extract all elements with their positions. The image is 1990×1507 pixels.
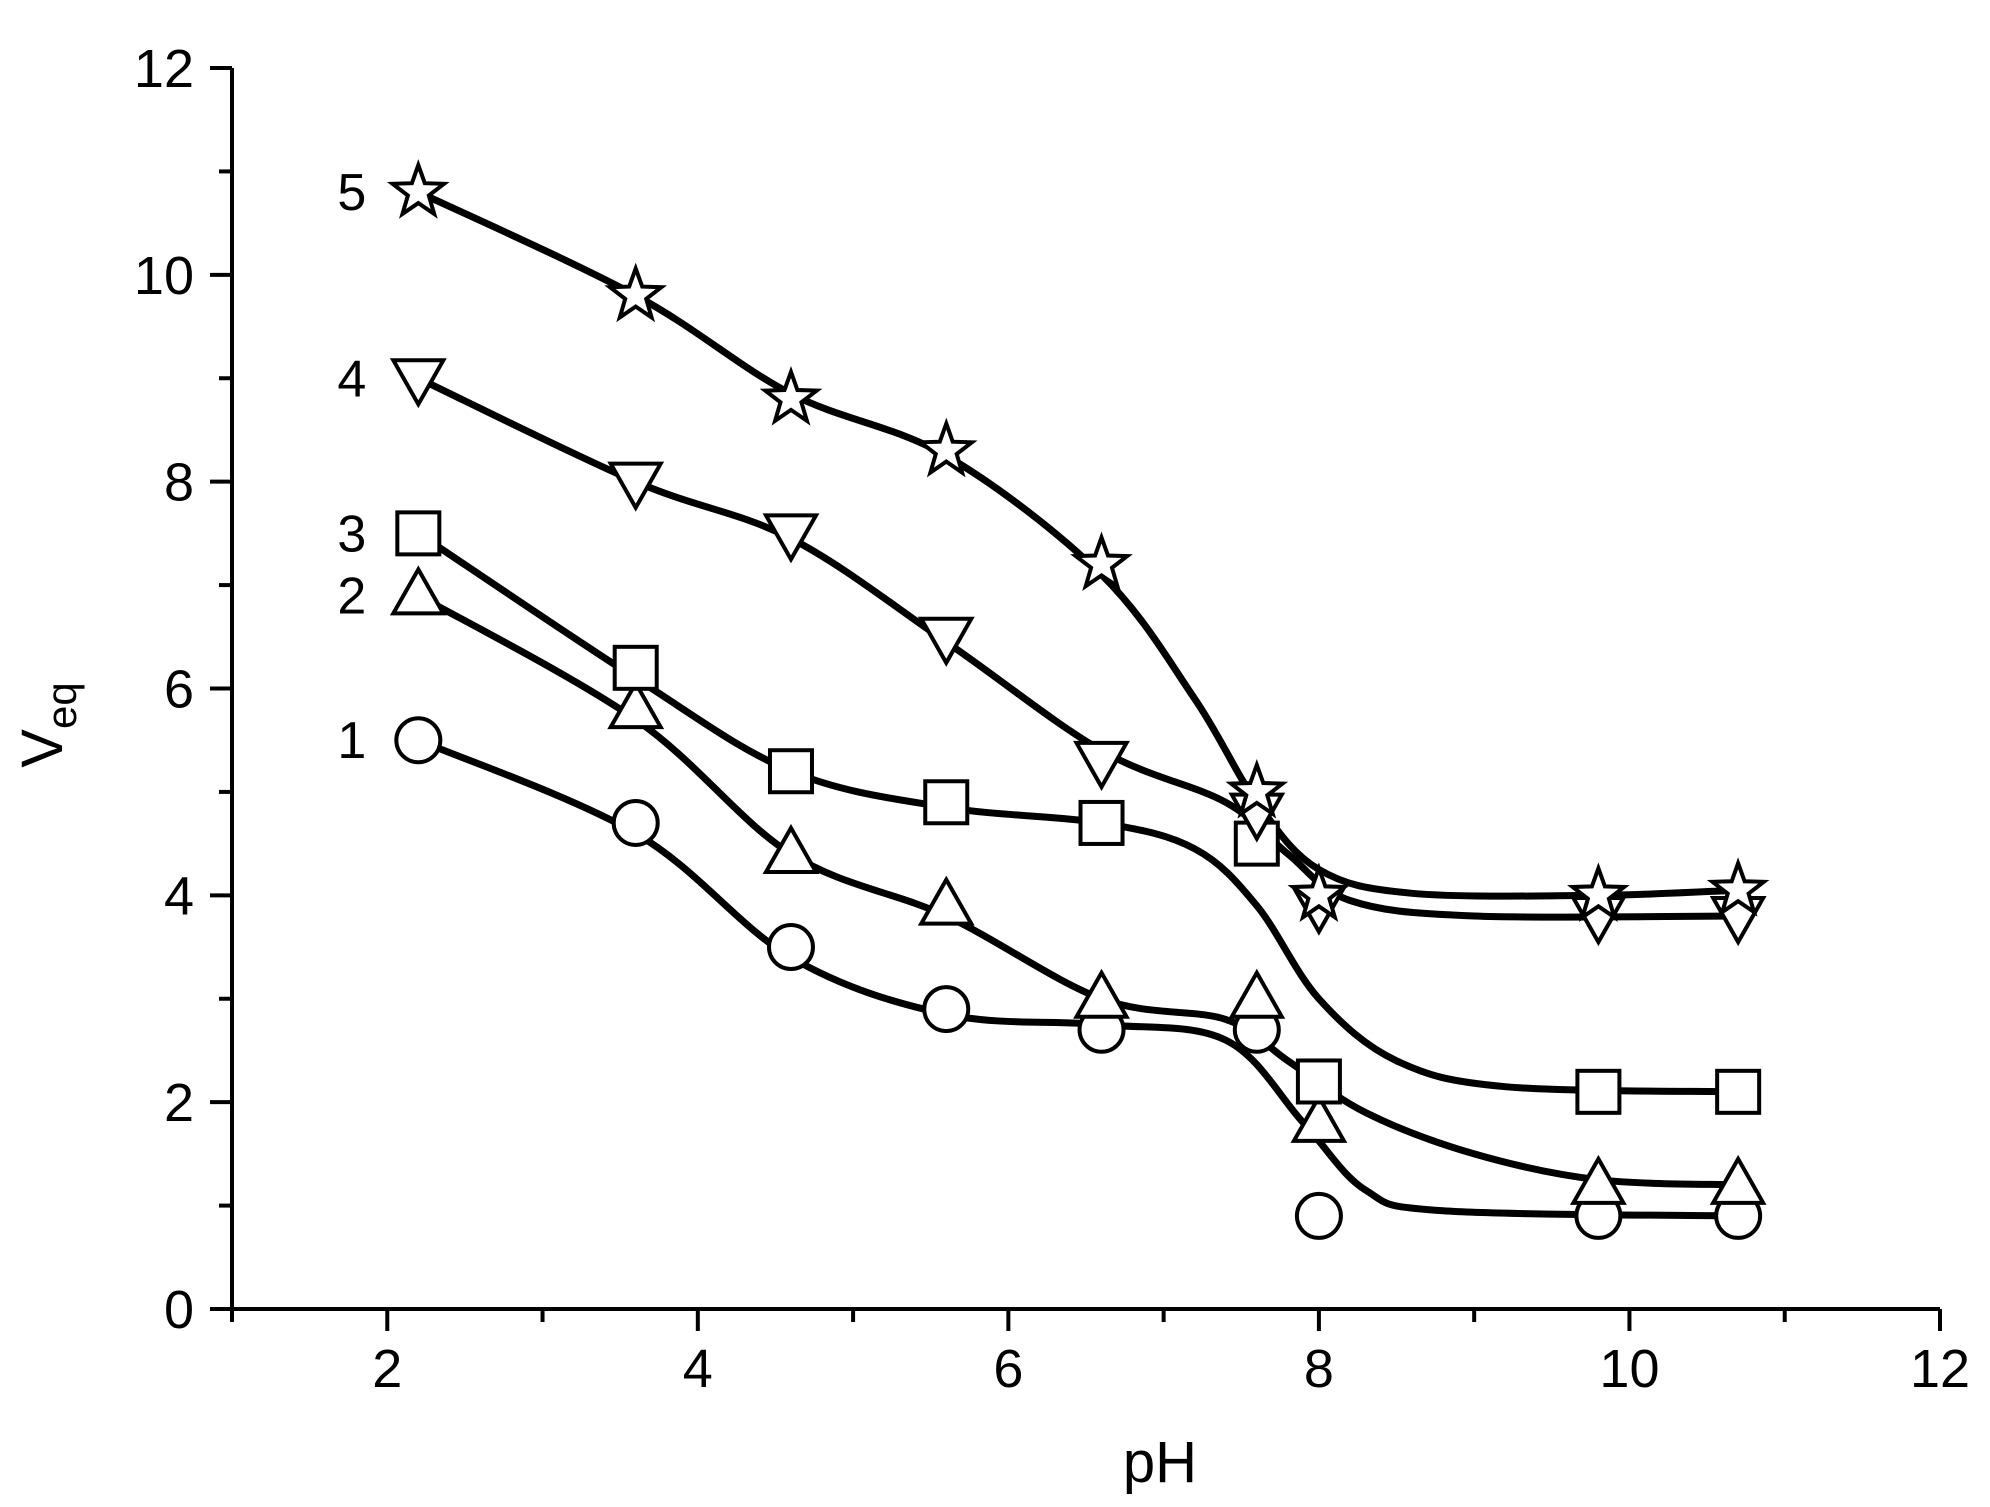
series-3-point — [1715, 1068, 1762, 1115]
x-tick-label: 6 — [993, 1339, 1023, 1399]
series-5-point — [1225, 758, 1289, 819]
x-tick-label: 12 — [1910, 1339, 1970, 1399]
series-2-label: 2 — [337, 567, 366, 625]
data-markers — [386, 159, 1770, 1240]
series-3-point — [923, 779, 970, 826]
axes — [230, 68, 1940, 1311]
series-2-point — [1569, 1154, 1627, 1205]
series-2-point — [607, 679, 665, 730]
series-2-curve — [414, 591, 1742, 1189]
series-2-point — [762, 823, 820, 874]
series-5-point — [604, 262, 668, 323]
fitted-curves — [414, 188, 1742, 1220]
y-tick-label: 10 — [134, 246, 194, 306]
y-tick-label: 0 — [164, 1280, 194, 1340]
series-2-point — [917, 875, 975, 926]
series-3-label: 3 — [337, 505, 366, 563]
series-4-point — [1709, 896, 1767, 947]
series-5-point — [386, 159, 450, 219]
x-tick-label: 4 — [683, 1339, 713, 1399]
series-1-point — [1294, 1191, 1343, 1240]
series-2-point — [1073, 968, 1130, 1019]
series-4-point — [1073, 740, 1130, 791]
series-4-point — [762, 513, 820, 564]
series-5-point — [1287, 862, 1351, 923]
y-tick-label: 12 — [134, 39, 194, 99]
y-axis-title-sub: eq — [38, 682, 85, 729]
series-3-point — [1078, 799, 1125, 846]
series-1-label: 1 — [337, 712, 366, 770]
series-3-curve — [414, 529, 1742, 1096]
series-1-point — [394, 716, 443, 765]
series-5-point — [914, 417, 978, 478]
series-1-point — [611, 798, 660, 847]
series-5-point — [1706, 857, 1770, 917]
x-tick-label: 10 — [1599, 1339, 1659, 1399]
y-axis-title: Veq — [10, 682, 85, 767]
series-3-point — [1575, 1068, 1622, 1115]
series-2-point — [1228, 968, 1286, 1019]
series-1-point — [922, 985, 971, 1034]
series-3-point — [767, 748, 814, 795]
series-4-curve — [414, 374, 1742, 921]
series-5-point — [1070, 531, 1133, 592]
series-1-point — [766, 923, 815, 972]
series-3-point — [1295, 1058, 1342, 1105]
series-2-point — [389, 565, 447, 616]
y-tick-label: 2 — [164, 1073, 194, 1133]
series-4-point — [917, 616, 975, 667]
series-5-curve — [414, 188, 1742, 900]
series-3-point — [395, 510, 442, 557]
y-tick-label: 6 — [164, 660, 194, 720]
series-5-label: 5 — [337, 164, 366, 222]
series-5-point — [759, 365, 823, 426]
series-4-point — [607, 461, 665, 512]
x-tick-label: 2 — [372, 1339, 402, 1399]
y-axis-title-main: V — [10, 729, 75, 768]
x-axis-title: pH — [1123, 1430, 1197, 1495]
y-tick-label: 4 — [164, 866, 194, 926]
series-3-point — [612, 644, 659, 691]
series-5-point — [1567, 862, 1630, 923]
series-4-label: 4 — [337, 350, 366, 408]
x-tick-label: 8 — [1304, 1339, 1334, 1399]
series-4-point — [389, 358, 447, 409]
y-tick-label: 8 — [164, 453, 194, 513]
series-2-point — [1290, 1092, 1348, 1143]
series-2-point — [1709, 1154, 1767, 1205]
